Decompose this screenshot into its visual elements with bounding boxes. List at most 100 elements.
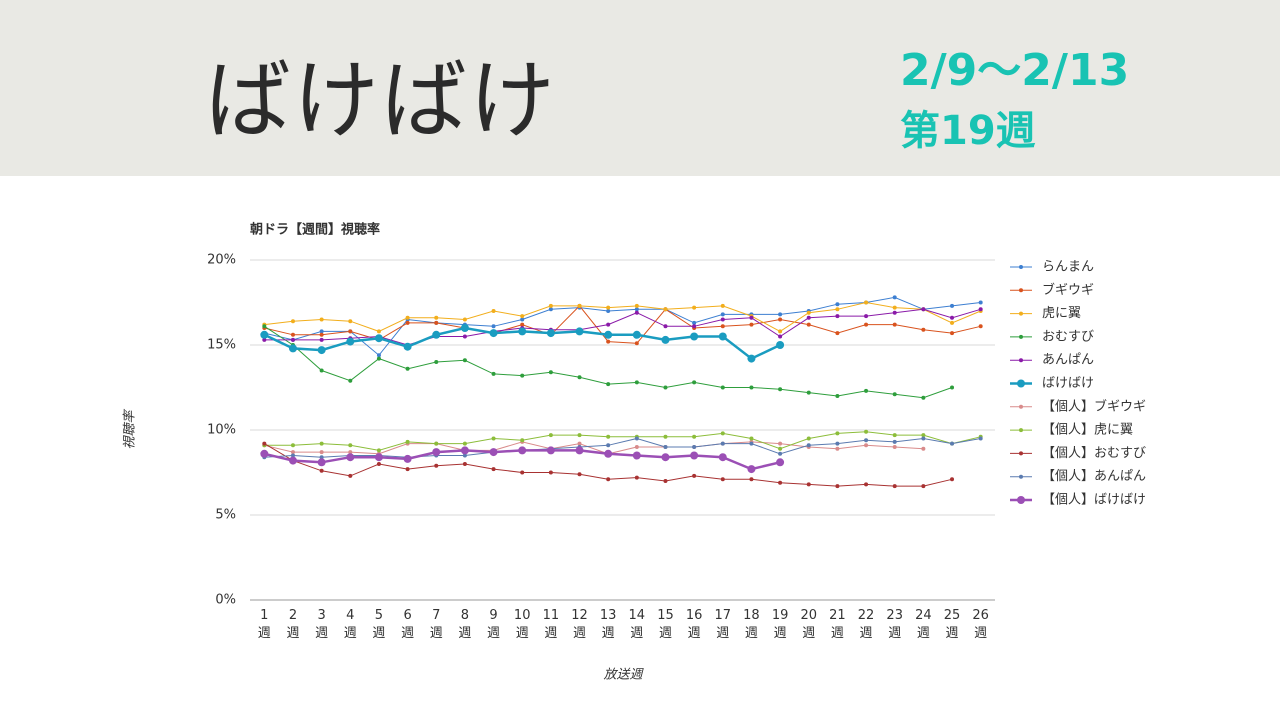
data-point xyxy=(403,342,412,351)
x-tick-label: 3 週 xyxy=(315,608,329,641)
data-point xyxy=(835,307,840,312)
data-point xyxy=(806,482,811,487)
data-point xyxy=(434,320,439,325)
x-tick-label: 12 週 xyxy=(571,608,588,641)
x-tick-label: 23 週 xyxy=(886,608,903,641)
data-point xyxy=(720,312,725,317)
legend-marker xyxy=(1019,451,1023,456)
data-point xyxy=(262,324,267,329)
data-point xyxy=(835,302,840,307)
data-point xyxy=(692,380,697,385)
data-point xyxy=(690,332,699,341)
data-point xyxy=(434,441,439,446)
legend-marker xyxy=(1019,428,1023,433)
data-point xyxy=(546,446,555,455)
data-point xyxy=(491,371,496,376)
data-point xyxy=(720,324,725,329)
data-point xyxy=(546,329,555,338)
data-point xyxy=(548,470,553,475)
data-point xyxy=(489,329,498,338)
data-point xyxy=(778,312,783,317)
data-point xyxy=(606,477,611,482)
data-point xyxy=(950,385,955,390)
data-point xyxy=(575,327,584,336)
data-point xyxy=(692,445,697,449)
data-point xyxy=(778,446,783,451)
data-point xyxy=(835,314,840,319)
data-point xyxy=(663,434,668,439)
data-point xyxy=(520,314,525,319)
data-point xyxy=(491,324,496,329)
data-point xyxy=(606,382,611,387)
x-tick-label: 16 週 xyxy=(685,608,703,641)
data-point xyxy=(319,368,324,373)
data-point xyxy=(462,441,467,446)
data-point xyxy=(462,334,467,339)
data-point xyxy=(806,315,811,320)
data-point xyxy=(950,303,955,308)
data-point xyxy=(520,438,525,443)
data-point xyxy=(489,448,498,457)
data-point xyxy=(720,441,725,446)
data-point xyxy=(319,337,324,342)
data-point xyxy=(491,467,496,472)
data-point xyxy=(288,344,297,353)
data-point xyxy=(892,295,897,300)
data-point xyxy=(348,450,353,455)
legend-label: 【個人】虎に翼 xyxy=(1042,423,1133,438)
data-point xyxy=(319,441,324,446)
data-point xyxy=(319,329,324,334)
data-point xyxy=(319,455,324,460)
series-line xyxy=(264,301,981,332)
y-tick-label: 10% xyxy=(207,423,236,438)
data-point xyxy=(778,480,783,485)
series-line xyxy=(264,296,981,356)
data-point xyxy=(634,303,639,308)
data-point xyxy=(376,462,381,466)
data-point xyxy=(892,305,897,310)
y-axis-title: 視聴率 xyxy=(122,409,138,450)
data-point xyxy=(491,436,496,441)
data-point xyxy=(432,330,441,339)
x-tick-label: 8 週 xyxy=(458,608,472,641)
data-point xyxy=(290,319,295,324)
legend-label: ブギウギ xyxy=(1042,282,1094,298)
data-point xyxy=(604,330,613,339)
data-point xyxy=(632,330,641,339)
data-point xyxy=(634,380,639,385)
data-point xyxy=(606,434,611,439)
data-point xyxy=(747,465,756,474)
data-point xyxy=(634,307,639,312)
data-point xyxy=(460,446,469,455)
data-point xyxy=(520,470,525,475)
data-point xyxy=(892,484,897,489)
data-point xyxy=(319,450,324,455)
data-point xyxy=(606,322,611,327)
legend-label: 【個人】おむすび xyxy=(1042,446,1146,461)
data-point xyxy=(634,341,639,346)
x-axis-title: 放送週 xyxy=(603,668,644,683)
data-point xyxy=(776,458,785,467)
data-point xyxy=(577,303,582,308)
data-point xyxy=(921,395,926,400)
data-point xyxy=(520,373,525,378)
data-point xyxy=(720,431,725,436)
data-point xyxy=(460,324,469,332)
data-point xyxy=(892,310,897,315)
legend-marker xyxy=(1019,265,1023,269)
x-tick-label: 5 週 xyxy=(372,608,386,641)
data-point xyxy=(663,479,668,483)
x-tick-label: 1 週 xyxy=(257,608,271,641)
data-point xyxy=(376,329,381,334)
x-tick-label: 11 週 xyxy=(542,608,560,641)
data-point xyxy=(892,322,897,327)
data-point xyxy=(749,385,754,390)
data-point xyxy=(663,307,668,312)
x-tick-label: 9 週 xyxy=(487,608,501,641)
x-tick-label: 26 週 xyxy=(972,608,989,641)
data-point xyxy=(491,309,496,313)
data-point xyxy=(434,360,439,364)
data-point xyxy=(604,449,613,458)
data-point xyxy=(262,441,267,446)
